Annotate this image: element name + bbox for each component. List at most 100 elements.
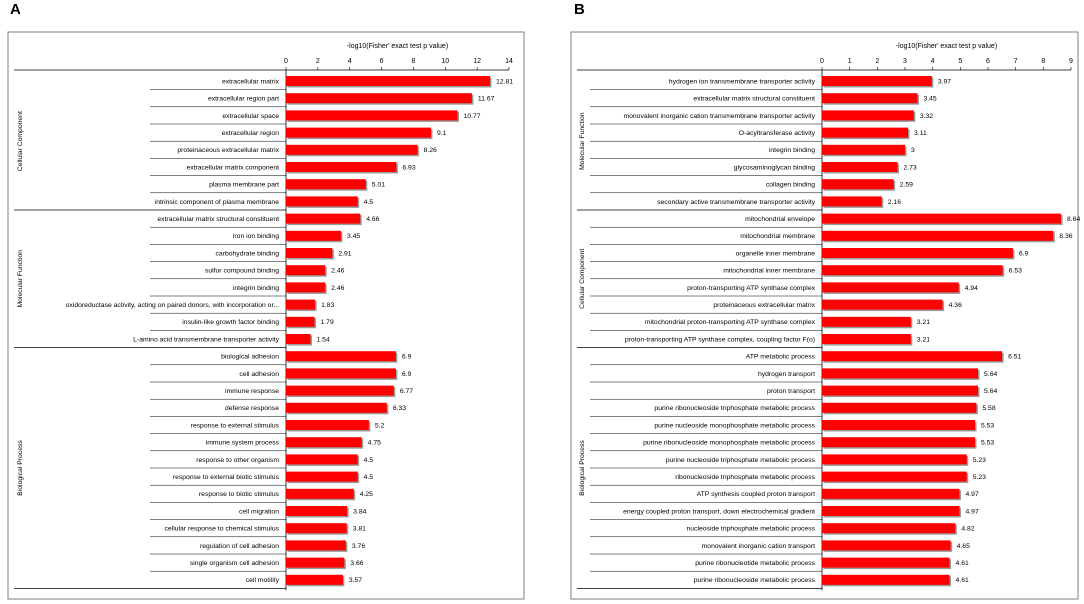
- bar: [286, 93, 472, 104]
- bar: [286, 557, 345, 568]
- bar: [822, 299, 943, 310]
- category-label: proteinaceous extracellular matrix: [177, 147, 279, 154]
- category-label: proton-transporting ATP synthase complex…: [625, 336, 815, 343]
- bar-value-label: 3.84: [353, 508, 366, 515]
- bar-value-label: 4.65: [957, 543, 970, 550]
- category-label: cellular response to chemical stimulus: [165, 526, 280, 533]
- category-label: oxidoreductase activity, acting on paire…: [66, 302, 279, 309]
- chart-frame: [570, 31, 1079, 600]
- bar-value-label: 2.91: [338, 250, 351, 257]
- category-label: monovalent inorganic cation transmembran…: [623, 113, 815, 120]
- bar: [286, 523, 347, 534]
- bar-value-label: 6.33: [393, 405, 406, 412]
- bar-value-label: 5.23: [973, 457, 986, 464]
- category-label: L-amino acid transmembrane transporter a…: [133, 336, 279, 343]
- bar: [822, 110, 914, 121]
- bar: [286, 196, 358, 207]
- bar: [286, 402, 387, 413]
- bar: [286, 385, 394, 396]
- x-tick-label: 4: [348, 58, 352, 65]
- bar-value-label: 4.5: [364, 199, 374, 206]
- bar: [822, 368, 979, 379]
- bar: [286, 574, 343, 585]
- bar: [822, 248, 1013, 258]
- category-label: O-acyltransferase activity: [739, 130, 816, 137]
- bar: [822, 420, 975, 430]
- x-axis-title: -log10(Fisher' exact test p value): [347, 43, 448, 50]
- category-label: secondary active transmembrane transport…: [657, 199, 816, 206]
- bar-value-label: 4.61: [956, 577, 969, 584]
- bar-value-label: 5.53: [981, 440, 994, 447]
- x-tick-label: 9: [1069, 58, 1073, 65]
- bar-value-label: 1.79: [321, 319, 334, 326]
- bar: [286, 351, 396, 362]
- bar-value-label: 4.75: [368, 440, 381, 447]
- category-label: extracellular region: [222, 130, 280, 137]
- bar: [286, 437, 362, 448]
- category-label: mitochondrial inner membrane: [723, 268, 815, 275]
- bar-value-label: 3.76: [352, 543, 365, 550]
- category-label: nucleoside triphosphate metabolic proces…: [687, 526, 816, 533]
- category-label: carbohydrate binding: [216, 250, 280, 257]
- bar-value-label: 3.57: [349, 577, 362, 584]
- group-label: Biological Process: [579, 440, 586, 496]
- bar: [822, 179, 894, 190]
- bar: [822, 282, 959, 293]
- bar-value-label: 5.64: [984, 371, 997, 378]
- x-tick-label: 6: [986, 58, 990, 65]
- bar: [822, 574, 950, 585]
- bar-value-label: 2.73: [904, 164, 917, 171]
- bar-value-label: 4.25: [360, 491, 373, 498]
- bar-value-label: 4.5: [364, 457, 374, 464]
- category-label: insulin-like growth factor binding: [182, 319, 279, 326]
- category-label: response to external stimulus: [191, 422, 280, 429]
- x-tick-label: 5: [958, 58, 962, 65]
- bar-value-label: 6.9: [402, 354, 412, 361]
- category-label: plasma membrane part: [209, 182, 279, 189]
- category-label: extracellular matrix: [222, 78, 280, 85]
- bar-value-label: 4.61: [956, 560, 969, 567]
- category-label: monovalent inorganic cation transport: [702, 543, 815, 550]
- bar: [822, 162, 898, 172]
- category-label: extracellular matrix component: [186, 164, 279, 171]
- bar: [286, 420, 369, 430]
- category-label: glycosaminoglycan binding: [734, 164, 815, 171]
- bar-value-label: 4.97: [966, 491, 979, 498]
- category-label: extracellular region part: [208, 96, 279, 103]
- category-label: defense response: [225, 405, 279, 412]
- category-label: cell migration: [239, 508, 279, 515]
- bar-value-label: 4.82: [961, 526, 974, 533]
- bar: [822, 540, 951, 551]
- bar: [286, 282, 326, 293]
- bar-value-label: 6.93: [402, 164, 415, 171]
- category-label: purine ribonucleotide metabolic process: [695, 560, 815, 567]
- bar-value-label: 1.54: [317, 336, 330, 343]
- bar: [286, 471, 358, 482]
- bar-value-label: 10.77: [464, 113, 481, 120]
- group-label: Molecular Function: [17, 250, 24, 308]
- category-label: regulation of cell adhesion: [200, 543, 279, 550]
- category-label: purine ribonucleoside triphosphate metab…: [654, 405, 815, 412]
- x-tick-label: 4: [931, 58, 935, 65]
- bar: [822, 523, 956, 534]
- category-label: hydrogen ion transmembrane transporter a…: [669, 78, 816, 85]
- bar: [286, 76, 491, 86]
- category-label: energy coupled proton transport, down el…: [623, 508, 815, 515]
- bar-value-label: 4.36: [949, 302, 962, 309]
- category-label: single organism cell adhesion: [190, 560, 279, 567]
- panel-letter: A: [10, 1, 21, 18]
- bar: [286, 127, 431, 138]
- bar-value-label: 11.67: [478, 96, 495, 103]
- category-label: immune system process: [206, 440, 280, 447]
- bar: [822, 334, 911, 344]
- bar-value-label: 2.46: [331, 285, 344, 292]
- bar-value-label: 4.97: [966, 508, 979, 515]
- category-label: mitochondrial membrane: [740, 233, 815, 240]
- bar: [822, 127, 909, 138]
- bar: [822, 557, 950, 568]
- x-tick-label: 8: [411, 58, 415, 65]
- category-label: organelle inner membrane: [736, 250, 816, 257]
- category-label: ATP metabolic process: [746, 354, 816, 361]
- category-label: hydrogen transport: [758, 371, 815, 378]
- bar: [822, 402, 977, 413]
